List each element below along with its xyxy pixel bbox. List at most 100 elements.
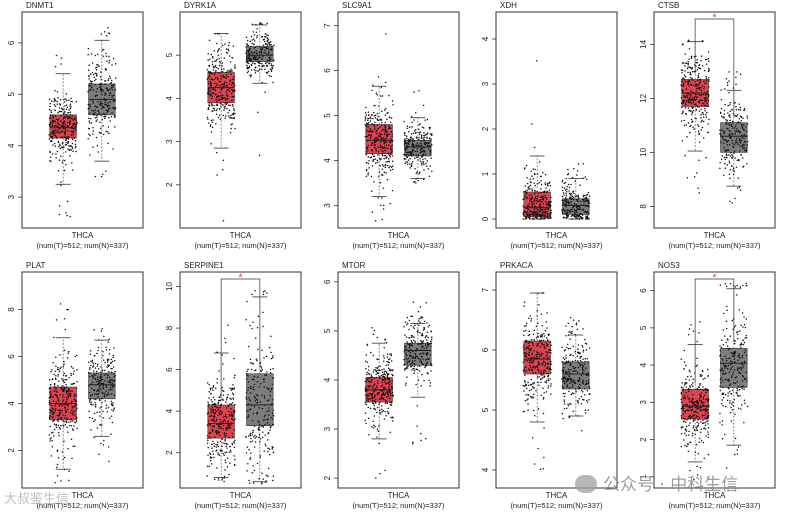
tumor-point <box>56 419 59 421</box>
y-tick-label: 2 <box>165 450 174 455</box>
tumor-point <box>211 403 214 406</box>
tumor-point <box>210 392 212 395</box>
normal-point <box>271 66 273 69</box>
tumor-point <box>701 111 704 114</box>
tumor-outlier-point <box>56 474 59 477</box>
x-axis-label: THCA <box>388 231 410 240</box>
normal-point <box>251 39 253 41</box>
tumor-point <box>50 455 53 457</box>
tumor-point <box>59 354 61 356</box>
tumor-point <box>56 385 59 387</box>
y-tick-label: 3 <box>323 426 332 431</box>
tumor-point <box>533 211 536 214</box>
normal-point <box>742 147 744 149</box>
normal-point <box>108 104 110 107</box>
normal-point <box>247 389 249 391</box>
normal-point <box>98 387 101 390</box>
tumor-point <box>226 101 229 104</box>
normal-point <box>256 376 259 378</box>
normal-point <box>583 194 585 196</box>
normal-point <box>404 162 406 165</box>
tumor-point <box>390 138 392 140</box>
tumor-point <box>64 328 67 331</box>
tumor-point <box>59 417 62 419</box>
tumor-point <box>209 89 212 91</box>
normal-point <box>256 462 259 465</box>
tumor-point <box>66 408 69 411</box>
normal-point <box>570 194 572 196</box>
normal-point <box>96 372 98 375</box>
tumor-point <box>530 359 532 362</box>
tumor-point <box>534 191 537 193</box>
tumor-point <box>379 141 381 144</box>
normal-point <box>264 374 266 376</box>
tumor-point <box>224 103 226 105</box>
normal-point <box>245 452 248 454</box>
tumor-point <box>216 103 218 105</box>
tumor-point <box>65 375 67 377</box>
tumor-point <box>215 84 218 87</box>
tumor-point <box>388 166 390 169</box>
normal-point <box>114 370 116 373</box>
tumor-point <box>223 418 226 421</box>
tumor-point <box>208 122 210 124</box>
tumor-point <box>211 63 214 66</box>
normal-point <box>109 88 111 90</box>
tumor-point <box>58 370 61 373</box>
tumor-point <box>682 111 684 114</box>
normal-point <box>271 383 274 386</box>
normal-outlier-point <box>108 460 110 462</box>
normal-point <box>269 44 272 46</box>
tumor-point <box>533 200 535 202</box>
tumor-point <box>217 54 220 56</box>
normal-point <box>245 318 247 321</box>
tumor-point <box>208 397 210 399</box>
normal-point <box>253 47 255 49</box>
normal-outlier-point <box>725 78 728 80</box>
normal-point <box>247 368 249 371</box>
normal-point <box>252 431 254 434</box>
normal-point <box>741 136 743 139</box>
tumor-point <box>58 380 60 383</box>
normal-point <box>420 316 423 318</box>
normal-point <box>587 200 589 203</box>
tumor-point <box>527 208 529 211</box>
tumor-point <box>70 374 72 376</box>
normal-point <box>410 315 412 318</box>
tumor-point <box>698 101 701 104</box>
normal-point <box>743 147 745 149</box>
normal-point <box>575 195 578 197</box>
tumor-point <box>51 396 54 398</box>
normal-point <box>725 119 727 121</box>
tumor-point <box>222 114 224 117</box>
tumor-point <box>390 130 393 133</box>
tumor-outlier-point <box>68 470 70 473</box>
normal-point <box>731 165 733 167</box>
normal-point <box>740 154 743 156</box>
tumor-point <box>530 367 532 369</box>
normal-point <box>253 388 255 391</box>
tumor-point <box>230 389 233 391</box>
normal-point <box>261 46 263 49</box>
tumor-point <box>542 199 545 201</box>
normal-point <box>585 215 587 217</box>
normal-point <box>97 151 99 153</box>
y-tick-label: 3 <box>165 139 174 144</box>
normal-point <box>413 372 415 374</box>
tumor-point <box>386 134 388 137</box>
tumor-point <box>538 160 541 163</box>
tumor-point <box>531 362 534 364</box>
normal-point <box>406 145 409 147</box>
normal-point <box>404 140 406 142</box>
normal-point <box>420 137 423 139</box>
tumor-point <box>214 82 216 85</box>
chart-title: DNMT1 <box>26 1 54 10</box>
normal-point <box>96 352 98 355</box>
tumor-point <box>224 469 226 471</box>
normal-point <box>90 387 93 390</box>
tumor-outlier-point <box>227 324 229 326</box>
tumor-point <box>708 78 710 81</box>
normal-point <box>97 388 100 391</box>
normal-point <box>746 140 749 143</box>
normal-point <box>95 136 98 139</box>
